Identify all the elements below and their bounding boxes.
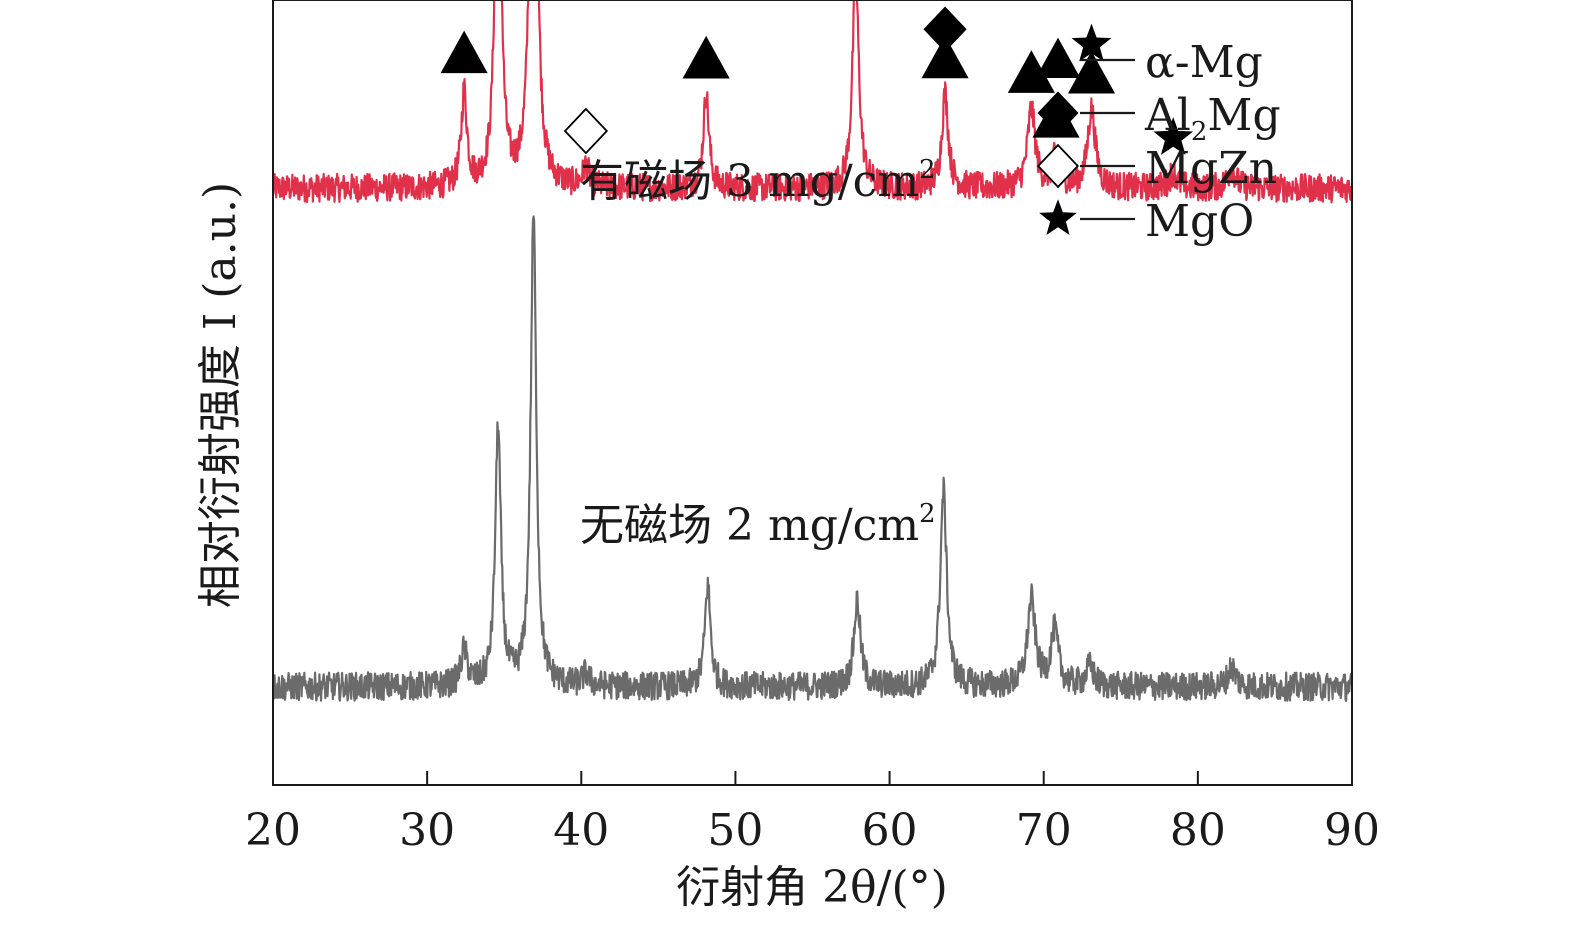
triangle-marker [1035,37,1081,78]
plot-area [271,0,1354,702]
diamond-marker [923,6,967,52]
triangle-marker [682,35,730,79]
triangle-marker [1007,50,1055,93]
legend-label: MgZn [1145,143,1277,194]
triangle-marker [440,30,488,74]
open-diamond-marker [563,107,609,155]
legend-label: α-Mg [1145,37,1263,88]
x-tick-label: 60 [862,805,918,856]
plot-frame [272,0,1353,786]
triangle-marker [921,35,969,79]
x-tick-label: 80 [1170,805,1226,856]
peak-markers [440,6,1194,155]
legend-label: Al2Mg [1144,90,1281,147]
star-marker [1153,117,1194,155]
x-tick-label: 70 [1016,805,1072,856]
legend-label: MgO [1145,196,1254,247]
x-axis: 20 30 40 50 60 70 80 90 [245,771,1380,856]
star-marker [1071,23,1112,62]
x-axis-label: 衍射角 2θ/(°) [676,862,948,913]
x-tick-label: 30 [399,805,455,856]
star-marker [1039,199,1077,235]
x-tick-label: 40 [553,805,609,856]
x-tick-label: 50 [707,805,763,856]
open-diamond-marker [1036,143,1080,189]
series-line-no-magnetic [272,215,1354,702]
series-label-magnetic: 有磁场 3 mg/cm2 [580,155,936,207]
series-label-no-magnetic: 无磁场 2 mg/cm2 [580,499,936,551]
diamond-marker [1037,91,1079,135]
series-line-magnetic [271,0,1354,204]
y-axis-label: 相对衍射强度 I (a.u.) [195,182,246,608]
x-tick-label: 90 [1324,805,1380,856]
x-tick-label: 20 [245,805,301,856]
triangle-marker [1067,50,1116,94]
